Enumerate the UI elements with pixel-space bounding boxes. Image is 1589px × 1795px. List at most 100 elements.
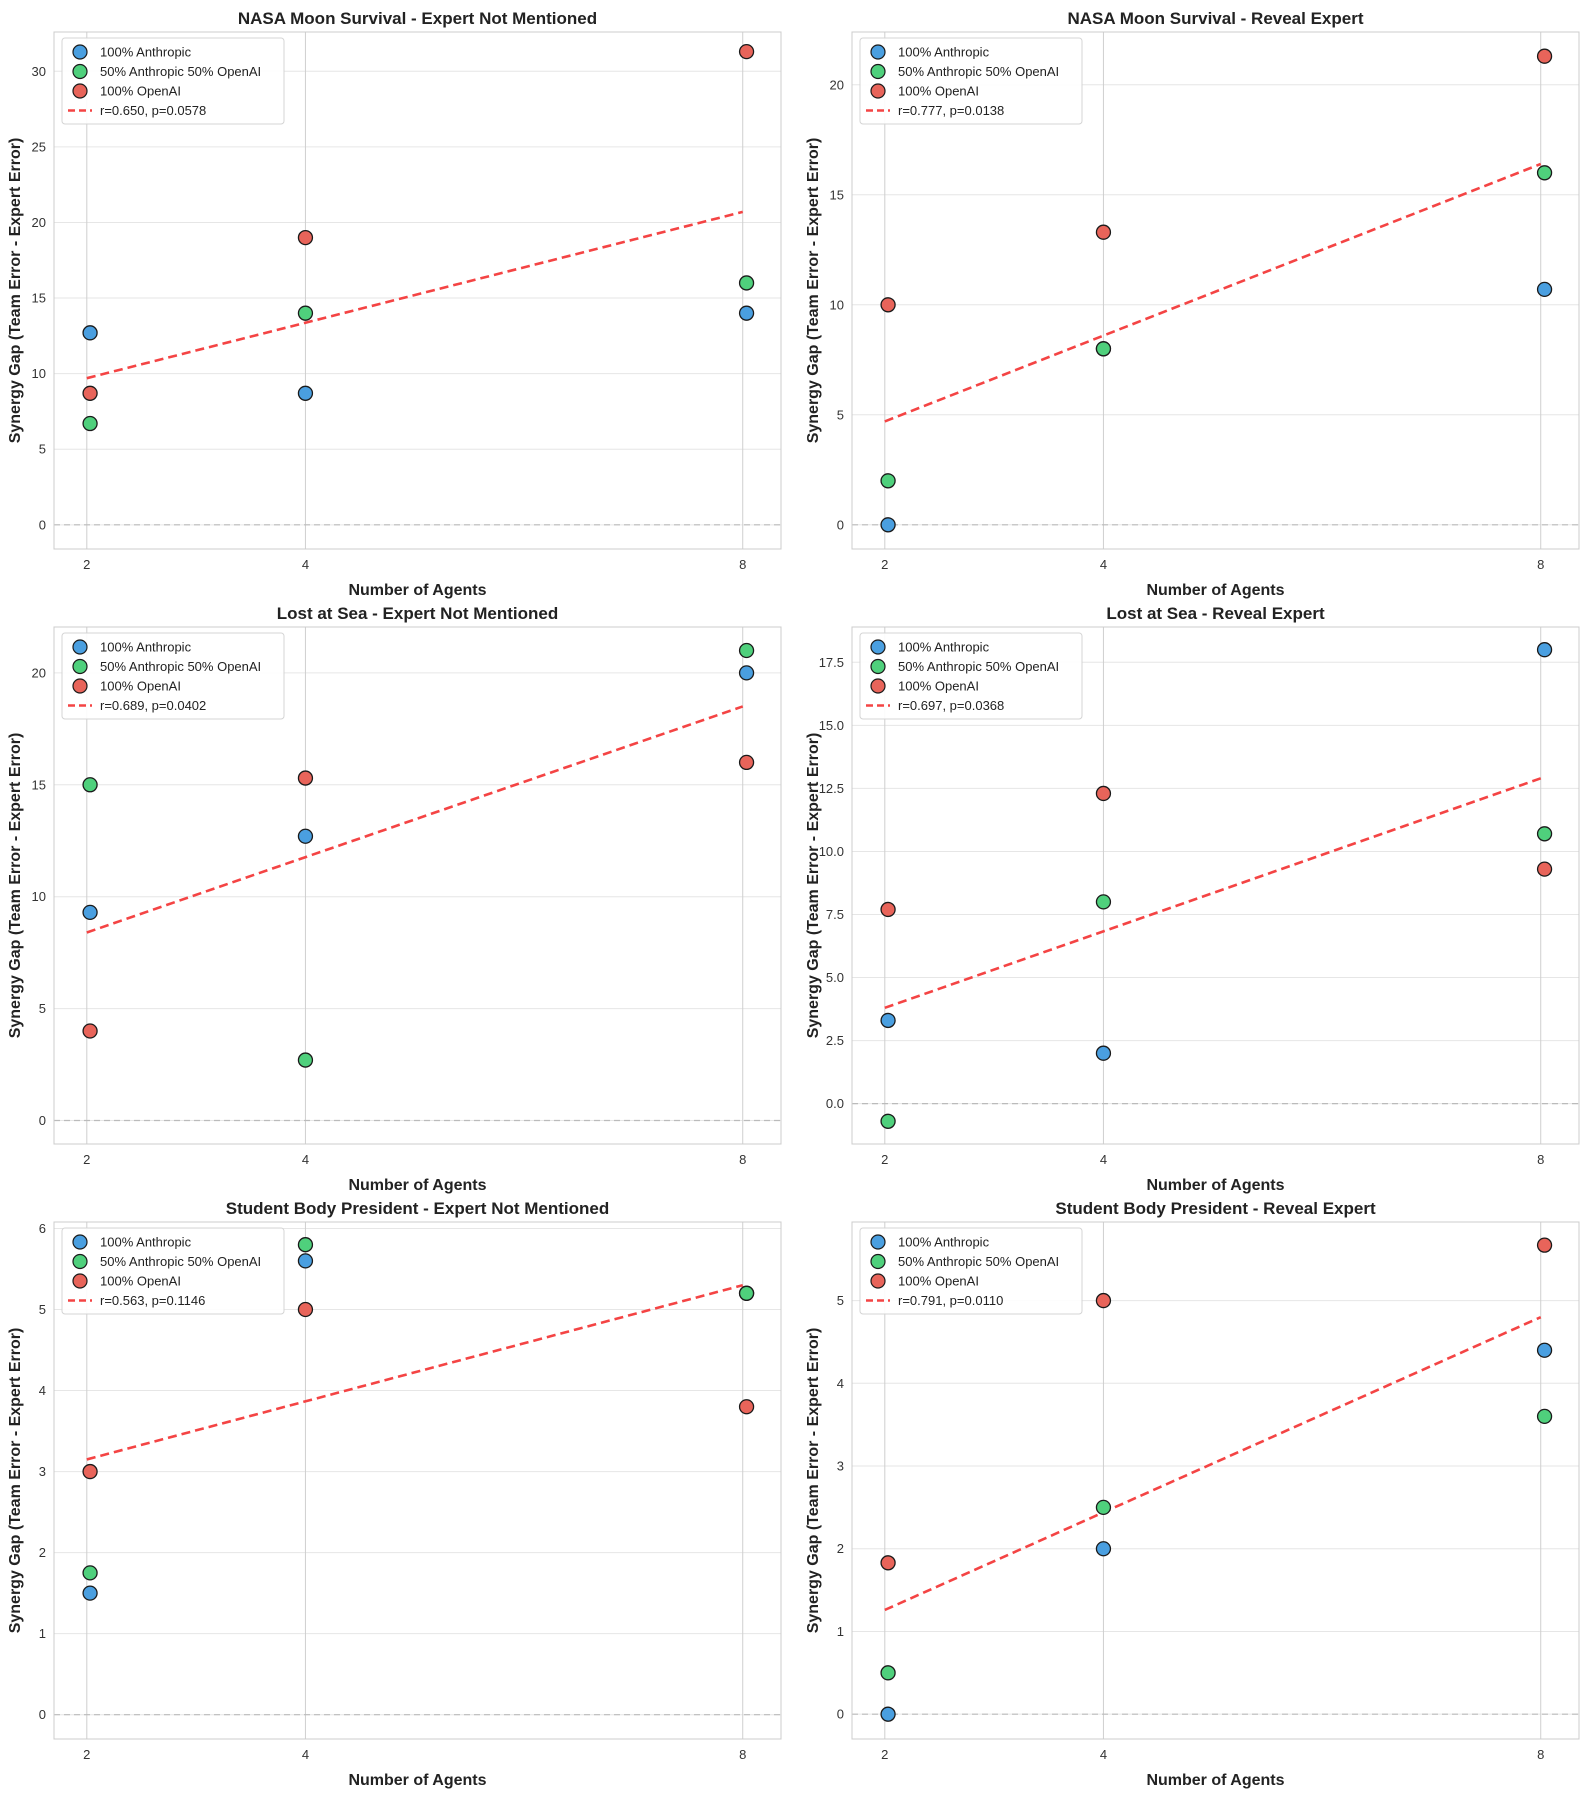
y-axis-label: Synergy Gap (Team Error - Expert Error) xyxy=(805,733,822,1039)
y-tick-label: 15 xyxy=(830,187,844,202)
trend-line xyxy=(86,705,744,934)
data-point-anthropic xyxy=(82,1585,98,1601)
legend: 100% Anthropic 50% Anthropic 50% OpenAI 10… xyxy=(859,1227,1083,1315)
data-point-openai xyxy=(1095,1292,1112,1309)
x-tick-label: 8 xyxy=(739,1747,746,1762)
x-tick-label: 8 xyxy=(1537,1152,1544,1167)
data-point-openai xyxy=(738,44,755,60)
x-tick-label: 8 xyxy=(739,557,746,572)
x-axis-label: Number of Agents xyxy=(1146,1772,1284,1789)
y-tick-label: 30 xyxy=(32,64,46,79)
legend-label-anthropic: 100% Anthropic xyxy=(898,1235,990,1250)
y-tick-label: 15 xyxy=(32,777,46,792)
data-point-anthropic xyxy=(880,1012,896,1029)
data-point-openai xyxy=(1095,224,1112,240)
data-point-openai xyxy=(738,1399,755,1415)
legend-box xyxy=(61,37,285,125)
legend-label-anthropic: 100% Anthropic xyxy=(100,45,192,60)
legend-label-openai: 100% OpenAI xyxy=(100,84,181,99)
data-point-mixed xyxy=(297,1052,314,1068)
legend-marker-anthropic xyxy=(870,1234,886,1250)
x-tick-label: 2 xyxy=(83,1152,90,1167)
y-tick-label: 25 xyxy=(32,139,46,154)
legend-label-trend: r=0.791, p=0.0110 xyxy=(898,1293,1003,1308)
trend-line xyxy=(86,1283,744,1461)
legend: 100% Anthropic 50% Anthropic 50% OpenAI 10… xyxy=(61,37,285,125)
legend-marker-openai xyxy=(870,83,886,99)
y-tick-label: 3 xyxy=(39,1464,46,1479)
legend-label-trend: r=0.563, p=0.1146 xyxy=(100,1293,205,1308)
legend: 100% Anthropic 50% Anthropic 50% OpenAI 10… xyxy=(859,632,1083,720)
y-tick-label: 4 xyxy=(39,1383,46,1398)
plot-frame xyxy=(53,31,782,550)
data-point-openai xyxy=(297,1301,314,1318)
plot-frame xyxy=(851,626,1580,1145)
data-point-mixed xyxy=(82,1565,98,1581)
legend-label-trend: r=0.697, p=0.0368 xyxy=(898,698,1004,713)
x-tick-label: 2 xyxy=(881,1747,888,1762)
y-axis-label: Synergy Gap (Team Error - Expert Error) xyxy=(805,138,822,444)
chart-title: Student Body President - Expert Not Ment… xyxy=(226,1199,609,1218)
data-point-openai xyxy=(82,385,98,401)
subplot-5: 0 1 2 3 4 5 6 2 4 8 Student Body President - Exper… xyxy=(7,1199,782,1789)
trend-line xyxy=(884,777,1542,1010)
y-tick-label: 2 xyxy=(837,1541,844,1556)
y-tick-label: 0 xyxy=(39,1113,46,1128)
y-tick-label: 5 xyxy=(39,1001,46,1016)
legend-marker-mixed xyxy=(72,1253,88,1270)
legend-label-openai: 100% OpenAI xyxy=(100,1274,181,1289)
y-tick-label: 1 xyxy=(837,1624,844,1639)
y-tick-label: 17.5 xyxy=(819,655,844,670)
legend-marker-anthropic xyxy=(870,639,886,655)
trend-line xyxy=(884,1315,1542,1612)
subplot-6: 0 1 2 3 4 5 2 4 8 Student Body President - Reveal… xyxy=(805,1199,1580,1789)
data-point-openai xyxy=(880,901,896,918)
y-tick-label: 1 xyxy=(39,1626,46,1641)
y-tick-label: 5.0 xyxy=(826,970,844,985)
legend-label-mixed: 50% Anthropic 50% OpenAI xyxy=(100,659,261,674)
data-point-openai xyxy=(1536,861,1553,877)
data-point-openai xyxy=(82,1463,98,1480)
data-point-mixed xyxy=(1536,165,1553,181)
y-axis-label: Synergy Gap (Team Error - Expert Error) xyxy=(7,733,24,1039)
x-axis-label: Number of Agents xyxy=(348,1177,486,1194)
x-tick-label: 4 xyxy=(1100,1152,1107,1167)
y-tick-label: 0 xyxy=(39,1707,46,1722)
legend-label-openai: 100% OpenAI xyxy=(898,1274,979,1289)
y-tick-label: 2.5 xyxy=(826,1033,844,1048)
data-point-mixed xyxy=(297,305,314,321)
legend: 100% Anthropic 50% Anthropic 50% OpenAI 10… xyxy=(61,1227,285,1315)
y-tick-label: 20 xyxy=(32,665,46,680)
legend-label-openai: 100% OpenAI xyxy=(898,679,979,694)
data-point-mixed xyxy=(738,1285,755,1301)
plot-frame xyxy=(53,1221,782,1740)
data-point-anthropic xyxy=(297,828,314,844)
data-point-anthropic xyxy=(1095,1541,1112,1557)
y-tick-label: 4 xyxy=(837,1376,844,1391)
data-point-mixed xyxy=(1095,894,1112,910)
chart-title: Lost at Sea - Reveal Expert xyxy=(1106,604,1325,623)
y-tick-label: 3 xyxy=(837,1459,844,1474)
y-axis-label: Synergy Gap (Team Error - Expert Error) xyxy=(7,1328,24,1634)
data-point-openai xyxy=(1536,48,1553,64)
trend-line xyxy=(86,210,744,380)
legend-marker-anthropic xyxy=(72,44,88,60)
data-point-mixed xyxy=(1536,1408,1553,1425)
data-point-mixed xyxy=(738,642,755,659)
plot-frame xyxy=(851,1221,1580,1740)
legend-marker-openai xyxy=(72,83,88,99)
data-point-mixed xyxy=(1095,341,1112,357)
x-tick-label: 8 xyxy=(1537,557,1544,572)
data-point-anthropic xyxy=(738,665,755,681)
chart-title: NASA Moon Survival - Reveal Expert xyxy=(1067,9,1363,28)
data-point-anthropic xyxy=(297,385,314,401)
data-point-openai xyxy=(1536,1237,1553,1253)
legend-label-anthropic: 100% Anthropic xyxy=(100,1235,192,1250)
data-point-openai xyxy=(82,1023,98,1039)
y-tick-label: 10.0 xyxy=(819,844,844,859)
legend-label-mixed: 50% Anthropic 50% OpenAI xyxy=(898,1254,1059,1269)
y-tick-label: 0 xyxy=(837,1707,844,1722)
x-tick-label: 4 xyxy=(1100,557,1107,572)
